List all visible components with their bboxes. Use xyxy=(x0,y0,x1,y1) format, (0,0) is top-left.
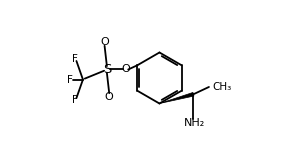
Text: CH₃: CH₃ xyxy=(213,81,232,92)
Text: NH₂: NH₂ xyxy=(184,118,205,128)
Text: S: S xyxy=(103,63,111,76)
Polygon shape xyxy=(160,93,194,104)
Text: F: F xyxy=(67,75,73,85)
Text: O: O xyxy=(105,92,113,102)
Text: O: O xyxy=(121,64,130,74)
Text: F: F xyxy=(72,54,78,64)
Text: F: F xyxy=(72,95,78,105)
Text: O: O xyxy=(100,37,109,47)
